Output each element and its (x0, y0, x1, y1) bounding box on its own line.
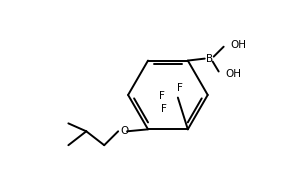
Text: B: B (206, 54, 213, 64)
Text: F: F (177, 83, 183, 93)
Text: O: O (120, 126, 128, 136)
Text: F: F (159, 91, 165, 101)
Text: OH: OH (231, 40, 247, 50)
Text: F: F (161, 104, 167, 114)
Text: OH: OH (226, 69, 242, 79)
